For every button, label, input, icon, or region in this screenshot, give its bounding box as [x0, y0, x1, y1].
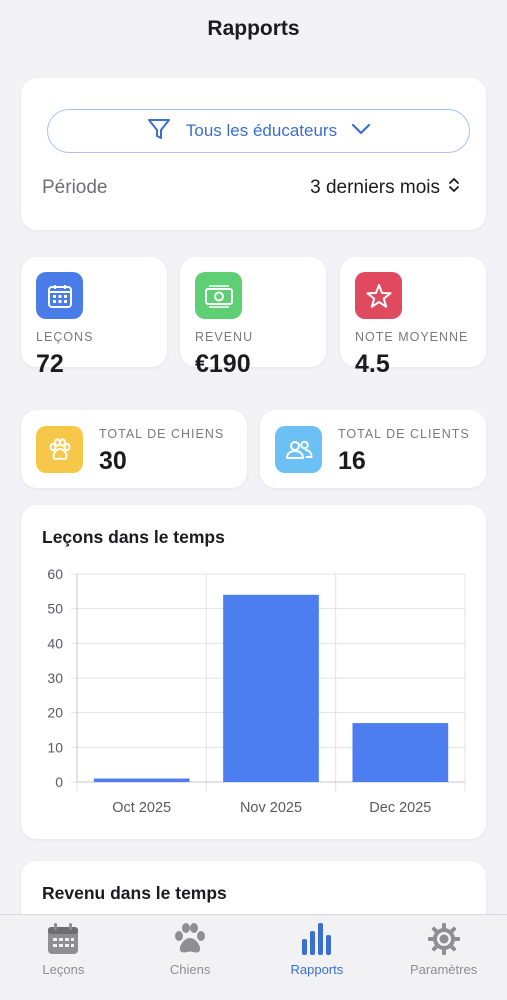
filter-icon — [146, 116, 172, 147]
chevron-updown-icon — [448, 176, 460, 200]
bar-chart-icon — [299, 921, 335, 957]
stat-value: 30 — [99, 447, 127, 475]
star-icon — [355, 272, 402, 319]
tab-label: Leçons — [42, 962, 85, 977]
stat-card-revenue: REVENU €190 — [180, 257, 326, 378]
chevron-down-icon — [351, 121, 371, 141]
period-value: 3 derniers mois — [310, 177, 440, 198]
tab-bar: Leçons Chiens Rapports Paramètres — [0, 914, 507, 1000]
x-tick-label: Nov 2025 — [240, 800, 302, 816]
bar — [93, 778, 190, 782]
stat-label: LEÇONS — [36, 330, 94, 344]
chart-title: Leçons dans le temps — [42, 527, 225, 547]
money-icon — [195, 272, 242, 319]
stat-label: TOTAL DE CHIENS — [99, 427, 225, 441]
bar — [352, 723, 449, 782]
x-tick-label: Oct 2025 — [112, 800, 171, 816]
y-tick-label: 30 — [47, 670, 63, 686]
period-label: Période — [42, 177, 108, 198]
y-tick-label: 20 — [47, 705, 63, 721]
y-tick-label: 60 — [47, 566, 63, 582]
tab-rapports[interactable]: Rapports — [254, 915, 381, 1000]
stat-card-rating: NOTE MOYENNE 4.5 — [340, 257, 486, 378]
page-header: Rapports — [0, 0, 507, 58]
lessons-chart-card: Leçons dans le temps 0 10 20 30 40 50 60 Oct 20… — [21, 505, 486, 839]
stat-card-dogs: TOTAL DE CHIENS 30 — [21, 410, 247, 488]
period-select[interactable]: 3 derniers mois — [310, 176, 460, 200]
stat-value: €190 — [195, 350, 251, 378]
chart-title: Revenu dans le temps — [42, 883, 227, 903]
stat-card-lessons: LEÇONS 72 — [21, 257, 167, 378]
page-title: Rapports — [207, 17, 300, 40]
tab-parametres[interactable]: Paramètres — [380, 915, 507, 1000]
paw-icon — [171, 921, 209, 957]
y-tick-label: 0 — [55, 774, 63, 790]
tab-lecons[interactable]: Leçons — [0, 915, 127, 1000]
stat-label: REVENU — [195, 330, 254, 344]
stat-card-clients: TOTAL DE CLIENTS 16 — [260, 410, 486, 488]
stat-label: NOTE MOYENNE — [355, 330, 469, 344]
stat-value: 72 — [36, 350, 64, 378]
lessons-bar-chart: 0 10 20 30 40 50 60 Oct 2025 Nov 2025 Dec 2025 — [47, 566, 466, 816]
period-row: Période 3 derniers mois — [42, 176, 460, 200]
calendar-icon — [36, 272, 83, 319]
tab-label: Chiens — [169, 962, 211, 977]
stat-value: 4.5 — [355, 350, 390, 378]
educator-filter-button[interactable]: Tous les éducateurs — [47, 109, 470, 153]
educator-filter-label: Tous les éducateurs — [185, 121, 338, 140]
y-tick-label: 40 — [47, 635, 63, 651]
bar — [223, 594, 319, 782]
calendar-icon — [45, 921, 81, 957]
y-tick-label: 10 — [47, 739, 63, 755]
tab-chiens[interactable]: Chiens — [127, 915, 254, 1000]
filter-card: Tous les éducateurs Période 3 derniers m… — [21, 78, 486, 230]
people-icon — [275, 426, 322, 473]
tab-label: Rapports — [290, 962, 344, 977]
gear-icon — [426, 921, 462, 957]
x-tick-label: Dec 2025 — [369, 800, 431, 816]
tab-label: Paramètres — [410, 962, 478, 977]
paw-icon — [36, 426, 83, 473]
stat-label: TOTAL DE CLIENTS — [338, 427, 470, 441]
stat-value: 16 — [338, 447, 366, 475]
y-tick-label: 50 — [47, 601, 63, 617]
